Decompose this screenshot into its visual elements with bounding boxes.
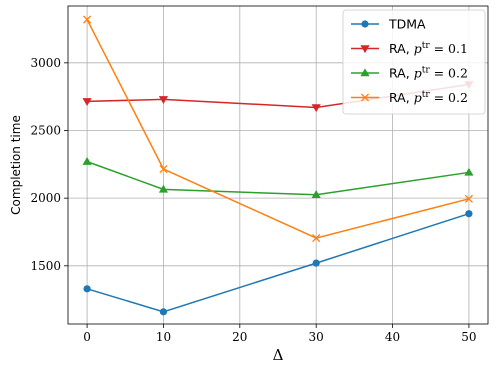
plot-frame [67, 5, 489, 325]
legend-swatch-marker-1 [360, 45, 370, 54]
legend-swatch-marker-2 [360, 68, 370, 77]
series-0-point-1 [159, 308, 168, 316]
series-3 [83, 15, 473, 243]
x-tick-label-5: 50 [461, 330, 476, 344]
legend-swatch-marker-3 [360, 93, 370, 102]
y-tick-label-3: 3000 [30, 56, 61, 70]
series-3-point-3 [464, 194, 473, 203]
x-axis-label: Δ [273, 346, 284, 364]
series-2-point-0 [82, 157, 92, 165]
y-tick-label-1: 2000 [30, 191, 61, 205]
series-1-point-2 [311, 104, 321, 113]
x-tick-label-4: 40 [385, 330, 400, 344]
legend-label-2: RA, ptr = 0.2 [389, 66, 468, 81]
series-2-point-2 [311, 190, 321, 198]
series-0-point-2 [312, 259, 320, 267]
series-1-point-0 [82, 98, 92, 106]
legend-item-0: TDMA [351, 17, 426, 32]
x-tick-label-0: 0 [83, 330, 91, 344]
legend-label-1: RA, ptr = 0.1 [389, 41, 468, 56]
series-0 [83, 210, 473, 316]
y-tick-label-2: 2500 [30, 123, 61, 137]
y-axis-label: Completion time [9, 115, 23, 215]
series-2-point-1 [158, 184, 169, 193]
series-0-line [86, 213, 470, 313]
legend-label-0: TDMA [388, 17, 426, 32]
y-tick-label-0: 1500 [30, 259, 61, 273]
series-2-point-3 [464, 167, 474, 176]
series-3-point-2 [312, 234, 321, 243]
series-3-line [86, 19, 470, 239]
legend-label-3: RA, ptr = 0.2 [389, 90, 468, 105]
series-3-point-0 [83, 15, 92, 24]
x-tick-label-1: 10 [156, 330, 171, 344]
series-layer [82, 15, 474, 316]
legend: TDMA RA, ptr = 0.1 RA, ptr = 0.2 RA, ptr = … [342, 9, 486, 115]
legend-item-2: RA, ptr = 0.2 [351, 66, 468, 81]
series-2 [82, 157, 474, 198]
x-tick-label-2: 20 [232, 330, 247, 344]
series-3-point-1 [159, 165, 168, 174]
legend-item-1: RA, ptr = 0.1 [351, 41, 468, 56]
ticks: 0 10 20 30 40 50 1500 2000 2500 3000 [30, 56, 476, 344]
series-2-line [86, 160, 470, 196]
x-tick-label-3: 30 [309, 330, 324, 344]
legend-box [342, 9, 486, 115]
series-0-point-3 [465, 210, 473, 218]
legend-item-3: RA, ptr = 0.2 [351, 90, 468, 105]
legend-swatch-marker-0 [361, 20, 369, 28]
series-0-point-0 [83, 285, 91, 293]
series-1-point-1 [158, 96, 169, 104]
